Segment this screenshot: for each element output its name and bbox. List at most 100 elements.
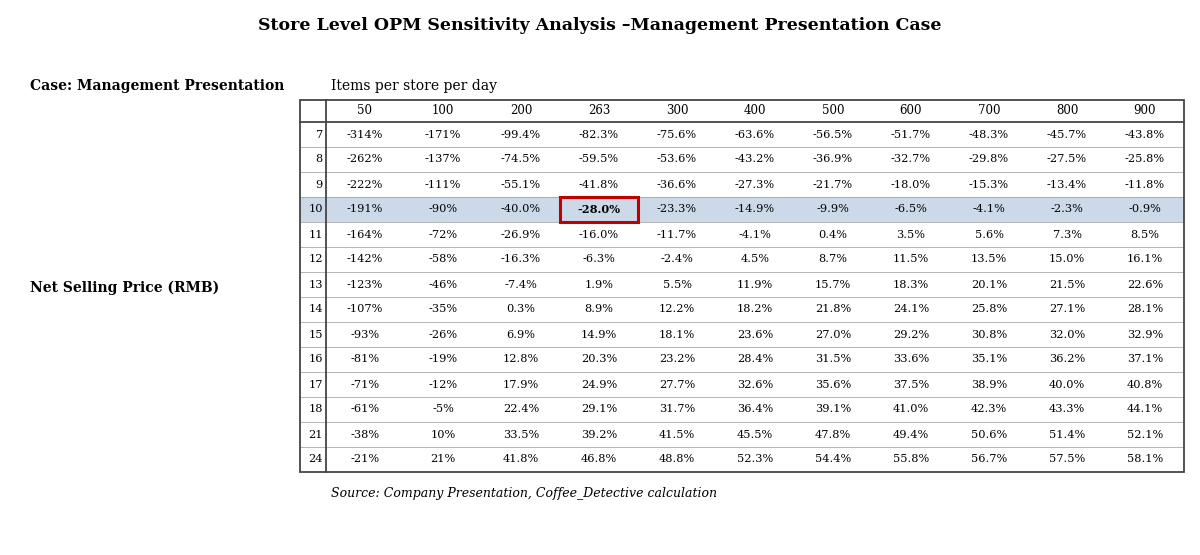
Text: -63.6%: -63.6%	[734, 129, 775, 139]
Text: 41.0%: 41.0%	[893, 405, 929, 415]
Text: -36.6%: -36.6%	[656, 179, 697, 189]
Text: 11.5%: 11.5%	[893, 255, 929, 265]
Text: -23.3%: -23.3%	[656, 204, 697, 214]
Text: 39.2%: 39.2%	[581, 430, 617, 440]
Text: 400: 400	[744, 104, 767, 118]
Text: -99.4%: -99.4%	[500, 129, 541, 139]
Text: -222%: -222%	[347, 179, 383, 189]
Text: 44.1%: 44.1%	[1127, 405, 1163, 415]
Text: 18.2%: 18.2%	[737, 305, 773, 315]
Text: 31.5%: 31.5%	[815, 355, 851, 365]
Text: -93%: -93%	[350, 330, 379, 340]
Text: 15.0%: 15.0%	[1049, 255, 1085, 265]
Text: 5.5%: 5.5%	[662, 280, 691, 290]
Text: 300: 300	[666, 104, 689, 118]
Text: -53.6%: -53.6%	[656, 154, 697, 164]
Text: 7: 7	[316, 129, 323, 139]
Text: -27.3%: -27.3%	[734, 179, 775, 189]
Text: 14.9%: 14.9%	[581, 330, 617, 340]
Text: Store Level OPM Sensitivity Analysis –Management Presentation Case: Store Level OPM Sensitivity Analysis –Ma…	[258, 17, 942, 34]
Text: 8.7%: 8.7%	[818, 255, 847, 265]
Text: -61%: -61%	[350, 405, 379, 415]
Text: 54.4%: 54.4%	[815, 455, 851, 465]
Text: 0.4%: 0.4%	[818, 230, 847, 240]
Text: -21.7%: -21.7%	[812, 179, 853, 189]
Text: 27.1%: 27.1%	[1049, 305, 1085, 315]
Text: -142%: -142%	[347, 255, 383, 265]
Text: 48.8%: 48.8%	[659, 455, 695, 465]
Text: 1.9%: 1.9%	[584, 280, 613, 290]
Text: -0.9%: -0.9%	[1128, 204, 1162, 214]
Text: 12.8%: 12.8%	[503, 355, 539, 365]
Text: 37.1%: 37.1%	[1127, 355, 1163, 365]
Text: 36.2%: 36.2%	[1049, 355, 1085, 365]
Text: -111%: -111%	[425, 179, 461, 189]
Text: -71%: -71%	[350, 380, 379, 390]
Text: 22.6%: 22.6%	[1127, 280, 1163, 290]
Text: -40.0%: -40.0%	[500, 204, 541, 214]
Text: -56.5%: -56.5%	[812, 129, 853, 139]
Text: -164%: -164%	[347, 230, 383, 240]
Text: 11: 11	[308, 230, 323, 240]
Text: 13: 13	[308, 280, 323, 290]
Text: 50: 50	[358, 104, 372, 118]
Text: 35.1%: 35.1%	[971, 355, 1007, 365]
Text: 17: 17	[308, 380, 323, 390]
Text: -11.8%: -11.8%	[1124, 179, 1165, 189]
Text: -14.9%: -14.9%	[734, 204, 775, 214]
Text: 5.6%: 5.6%	[974, 230, 1003, 240]
Text: 500: 500	[822, 104, 845, 118]
Text: 18.3%: 18.3%	[893, 280, 929, 290]
Text: 8: 8	[316, 154, 323, 164]
Text: -11.7%: -11.7%	[656, 230, 697, 240]
Text: 13.5%: 13.5%	[971, 255, 1007, 265]
Text: -26.9%: -26.9%	[500, 230, 541, 240]
Text: 16: 16	[308, 355, 323, 365]
Text: 20.3%: 20.3%	[581, 355, 617, 365]
Text: 27.7%: 27.7%	[659, 380, 695, 390]
Text: 50.6%: 50.6%	[971, 430, 1007, 440]
Text: -137%: -137%	[425, 154, 461, 164]
Text: 700: 700	[978, 104, 1001, 118]
Text: 35.6%: 35.6%	[815, 380, 851, 390]
Text: 45.5%: 45.5%	[737, 430, 773, 440]
Text: 58.1%: 58.1%	[1127, 455, 1163, 465]
Text: -55.1%: -55.1%	[500, 179, 541, 189]
Text: 900: 900	[1134, 104, 1157, 118]
Text: 20.1%: 20.1%	[971, 280, 1007, 290]
Text: Source: Company Presentation, Coffee_Detective calculation: Source: Company Presentation, Coffee_Det…	[331, 487, 718, 501]
Text: -35%: -35%	[428, 305, 457, 315]
Text: 15: 15	[308, 330, 323, 340]
Text: 8.9%: 8.9%	[584, 305, 613, 315]
Text: -6.5%: -6.5%	[894, 204, 928, 214]
Text: -26%: -26%	[428, 330, 457, 340]
Text: 11.9%: 11.9%	[737, 280, 773, 290]
Text: -32.7%: -32.7%	[890, 154, 931, 164]
Text: 0.3%: 0.3%	[506, 305, 535, 315]
Text: Items per store per day: Items per store per day	[331, 79, 497, 93]
Text: 14: 14	[308, 305, 323, 315]
Text: -59.5%: -59.5%	[578, 154, 619, 164]
Text: -43.2%: -43.2%	[734, 154, 775, 164]
Text: 36.4%: 36.4%	[737, 405, 773, 415]
Bar	[300, 197, 1184, 222]
Bar	[300, 100, 1184, 472]
Text: 51.4%: 51.4%	[1049, 430, 1085, 440]
Text: -191%: -191%	[347, 204, 383, 214]
Text: -75.6%: -75.6%	[656, 129, 697, 139]
Text: 21.5%: 21.5%	[1049, 280, 1085, 290]
Text: -29.8%: -29.8%	[968, 154, 1009, 164]
Text: 25.8%: 25.8%	[971, 305, 1007, 315]
Text: 40.8%: 40.8%	[1127, 380, 1163, 390]
Text: 41.5%: 41.5%	[659, 430, 695, 440]
Text: -90%: -90%	[428, 204, 457, 214]
Text: -36.9%: -36.9%	[812, 154, 853, 164]
Text: -38%: -38%	[350, 430, 379, 440]
Text: 12.2%: 12.2%	[659, 305, 695, 315]
Text: -107%: -107%	[347, 305, 383, 315]
Text: Case: Management Presentation: Case: Management Presentation	[30, 79, 284, 93]
Text: -262%: -262%	[347, 154, 383, 164]
Text: -2.4%: -2.4%	[660, 255, 694, 265]
Text: -314%: -314%	[347, 129, 383, 139]
Text: 9: 9	[316, 179, 323, 189]
